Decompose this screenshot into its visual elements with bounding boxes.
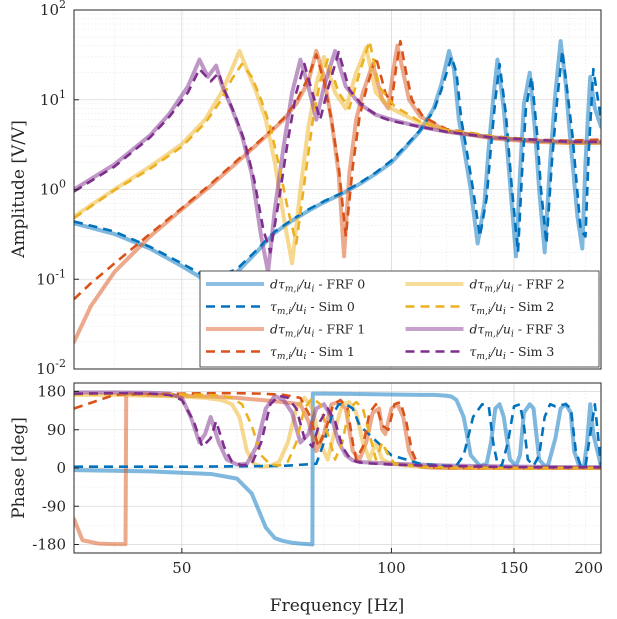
phase-x-tick-label: 50 bbox=[172, 559, 191, 577]
legend-entry-label: dτm,i/ui - FRF 0 bbox=[270, 277, 365, 295]
amplitude-y-tick-label: 10-2 bbox=[36, 357, 66, 378]
legend-entry-label: τm,i/ui - Sim 3 bbox=[470, 344, 555, 362]
legend-entry-label: dτm,i/ui - FRF 1 bbox=[270, 322, 365, 340]
amplitude-panel: 10-2 10-1 100 101 102 Amplitude [V/V] dτm,i/… bbox=[9, 0, 602, 378]
phase-axes-frame bbox=[73, 382, 602, 554]
amplitude-series-sim-1 bbox=[74, 39, 601, 301]
amplitude-series-sim-2 bbox=[74, 39, 601, 245]
phase-x-tick-label: 150 bbox=[500, 559, 529, 577]
phase-y-tick-label: 180 bbox=[37, 383, 66, 401]
phase-y-tick-label: 90 bbox=[47, 421, 66, 439]
legend-entry-label: τm,i/ui - Sim 2 bbox=[470, 299, 555, 317]
phase-series-sim-0 bbox=[74, 402, 601, 469]
legend-entry-label: τm,i/ui - Sim 1 bbox=[270, 344, 355, 362]
phase-x-tick-label: 100 bbox=[377, 559, 406, 577]
legend: dτm,i/ui - FRF 0 τm,i/ui - Sim 0 dτm,i/ui … bbox=[199, 270, 600, 368]
phase-x-tick-labels: 50 100 150 200 bbox=[172, 548, 603, 577]
amplitude-y-tick-label: 10-1 bbox=[36, 267, 66, 288]
phase-series-group bbox=[74, 390, 601, 547]
phase-y-tick-label: -180 bbox=[32, 536, 66, 554]
amplitude-series-sim-3 bbox=[74, 50, 601, 254]
amplitude-y-axis-label: Amplitude [V/V] bbox=[9, 120, 29, 259]
amplitude-y-tick-label: 102 bbox=[40, 0, 66, 19]
legend-entry-label: τm,i/ui - Sim 0 bbox=[270, 299, 355, 317]
amplitude-axes-frame bbox=[73, 9, 602, 370]
phase-y-tick-label: 0 bbox=[56, 459, 66, 477]
phase-series-sim-3 bbox=[74, 391, 601, 469]
phase-y-tick-label: -90 bbox=[42, 497, 66, 515]
amplitude-y-tick-label: 100 bbox=[40, 178, 66, 199]
amplitude-series-group bbox=[74, 39, 601, 344]
phase-y-tick-labels: 180 90 0 -90 -180 bbox=[32, 383, 79, 554]
legend-entry-label: dτm,i/ui - FRF 3 bbox=[470, 322, 565, 340]
phase-panel: 180 90 0 -90 -180 50 100 150 200 Phase [deg] Fr… bbox=[9, 382, 603, 616]
amplitude-series-frf-2 bbox=[74, 45, 601, 266]
phase-y-axis-label: Phase [deg] bbox=[9, 417, 29, 519]
phase-x-tick-label: 200 bbox=[574, 559, 603, 577]
x-axis-label: Frequency [Hz] bbox=[270, 596, 404, 616]
legend-entry-label: dτm,i/ui - FRF 2 bbox=[470, 277, 565, 295]
legend-box bbox=[199, 270, 600, 368]
amplitude-y-tick-labels: 10-2 10-1 100 101 102 bbox=[36, 0, 79, 378]
amplitude-y-tick-label: 101 bbox=[40, 88, 66, 109]
